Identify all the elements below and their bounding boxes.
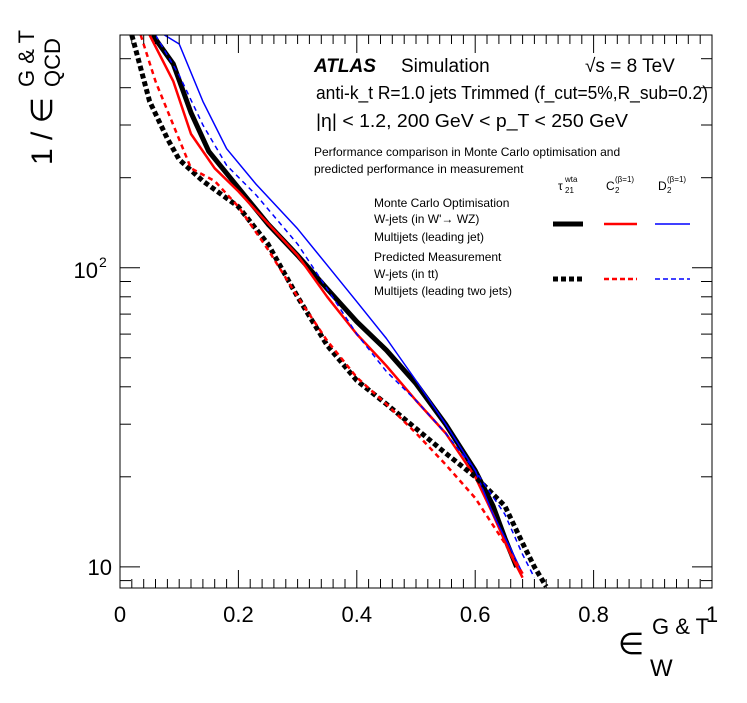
energy-label: √s = 8 TeV (585, 56, 675, 77)
comparison-line-1: Performance comparison in Monte Carlo op… (314, 145, 620, 159)
series-layer (129, 35, 549, 588)
legend: τ 21 wta C 2 (β=1) D 2 (β=1) Monte Carlo… (374, 175, 690, 298)
series-group (129, 35, 549, 588)
x-axis-superscript: G & T (652, 614, 709, 639)
legend-header-d2: D 2 (β=1) (658, 175, 686, 195)
comparison-line-2: predicted performance in measurement (314, 162, 524, 176)
legend-header-tau21-sub: 21 (565, 186, 574, 195)
legend-mc-wjets: W-jets (in W'→ WZ) (374, 212, 479, 226)
series-line-tau21-dashed (129, 35, 549, 588)
legend-header-tau21: τ 21 wta (558, 175, 578, 195)
y-tick-label-exponent: 2 (99, 254, 107, 270)
y-axis-prefix: 1 / ∈ (26, 97, 59, 165)
x-tick-label: 0.4 (342, 602, 373, 627)
legend-header-d2-sup: (β=1) (667, 175, 686, 184)
y-tick-label: 10 (88, 555, 112, 580)
legend-header-d2-main: D (658, 179, 667, 193)
legend-meas-title: Predicted Measurement (374, 250, 502, 264)
y-axis-label: 1 / ∈ G & T QCD (14, 30, 65, 165)
annotation-block: ATLAS Simulation √s = 8 TeV anti-k_t R=1… (313, 56, 708, 176)
y-axis-superscript: G & T (14, 30, 39, 87)
legend-mc-multijets: Multijets (leading jet) (374, 230, 484, 244)
legend-column-headers: τ 21 wta C 2 (β=1) D 2 (β=1) (558, 175, 686, 195)
y-axis-subscript: QCD (40, 38, 65, 87)
legend-meas-wjets: W-jets (in tt) (374, 267, 438, 281)
series-line-c2-solid (148, 35, 524, 579)
legend-group-measurement: Predicted Measurement W-jets (in tt) Mul… (374, 250, 690, 298)
legend-header-c2: C 2 (β=1) (606, 175, 634, 195)
y-tick-label: 10 (74, 258, 98, 283)
x-axis-symbol: ∈ (618, 628, 644, 661)
x-tick-label: 0.2 (223, 602, 254, 627)
legend-header-c2-main: C (606, 179, 615, 193)
legend-header-d2-sub: 2 (667, 186, 672, 195)
legend-meas-multijets: Multijets (leading two jets) (374, 284, 512, 298)
x-tick-label: 0 (114, 602, 126, 627)
jets-description: anti-k_t R=1.0 jets Trimmed (f_cut=5%,R_… (316, 83, 708, 104)
legend-header-c2-sup: (β=1) (615, 175, 634, 184)
simulation-label: Simulation (401, 56, 490, 77)
x-axis-subscript: W (650, 655, 673, 682)
legend-mc-title: Monte Carlo Optimisation (374, 196, 509, 210)
series-line-c2-dashed (139, 35, 524, 575)
series-line-d2-solid (164, 35, 524, 574)
x-tick-label: 0.6 (460, 602, 491, 627)
series-line-d2-dashed (154, 35, 536, 579)
x-tick-label: 0.8 (578, 602, 609, 627)
legend-header-tau21-sup: wta (564, 175, 578, 184)
legend-header-c2-sub: 2 (615, 186, 620, 195)
legend-group-mc: Monte Carlo Optimisation W-jets (in W'→ … (374, 196, 690, 244)
x-tick-label: 1 (706, 602, 718, 627)
legend-header-tau21-main: τ (558, 179, 563, 193)
axes-layer (119, 34, 713, 589)
atlas-label: ATLAS (313, 56, 376, 77)
eta-pt-description: |η| < 1.2, 200 GeV < p_T < 250 GeV (316, 111, 628, 132)
